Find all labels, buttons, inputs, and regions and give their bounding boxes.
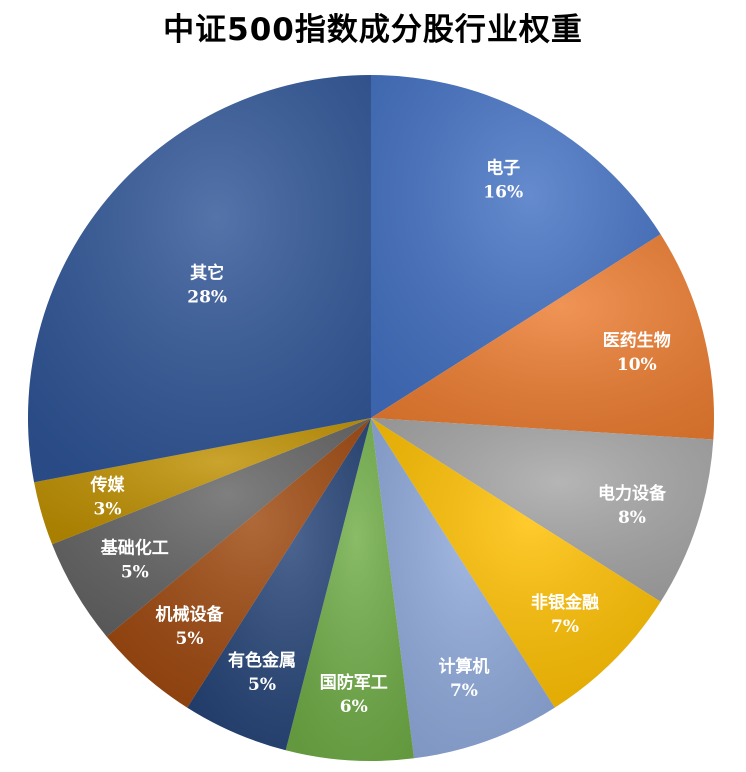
slice-category-label: 传媒 bbox=[89, 475, 125, 496]
slice-category-label: 计算机 bbox=[438, 656, 489, 677]
pie-slice-shading bbox=[187, 418, 371, 751]
slice-value-label: 5% bbox=[176, 629, 204, 649]
slice-category-label: 基础化工 bbox=[100, 538, 169, 559]
slice-value-label: 28% bbox=[187, 287, 227, 307]
slice-value-label: 6% bbox=[340, 697, 368, 717]
slice-value-label: 7% bbox=[551, 617, 579, 637]
pie-slices bbox=[27, 75, 714, 762]
slice-category-label: 非银金融 bbox=[531, 592, 599, 613]
slice-value-label: 16% bbox=[483, 183, 523, 203]
pie-slice-shading bbox=[371, 418, 555, 759]
pie-slice-shading bbox=[371, 234, 714, 440]
slice-category-label: 有色金属 bbox=[228, 650, 296, 671]
slice-value-label: 7% bbox=[450, 681, 478, 701]
pie-slice-shading bbox=[27, 75, 372, 483]
slice-value-label: 5% bbox=[121, 563, 149, 583]
pie-slice-shading bbox=[106, 418, 371, 708]
slice-category-label: 机械设备 bbox=[156, 604, 225, 625]
pie-slice-shading bbox=[52, 418, 371, 637]
slice-category-label: 国防军工 bbox=[320, 672, 388, 693]
slice-category-label: 其它 bbox=[190, 262, 224, 283]
pie-labels: 电子 16% 医药生物 10% 电力设备 8% 非银金融 7% 计算机 7% 国防军工 6% 有色金属 5… bbox=[89, 158, 670, 717]
slice-category-label: 电力设备 bbox=[598, 483, 667, 504]
pie-slice-shading bbox=[34, 418, 372, 545]
pie-slice-shading bbox=[285, 418, 414, 762]
slice-category-label: 电子 bbox=[486, 158, 520, 179]
slice-value-label: 8% bbox=[618, 508, 646, 528]
slice-value-label: 5% bbox=[248, 675, 276, 695]
chart-title: 中证500指数成分股行业权重 bbox=[163, 12, 583, 48]
slice-value-label: 3% bbox=[94, 500, 122, 520]
pie-slice-shading bbox=[371, 75, 661, 418]
pie-slice-shading bbox=[371, 418, 661, 708]
slice-value-label: 10% bbox=[617, 355, 657, 375]
pie-slice-shading bbox=[371, 418, 714, 602]
slice-category-label: 医药生物 bbox=[603, 330, 671, 351]
